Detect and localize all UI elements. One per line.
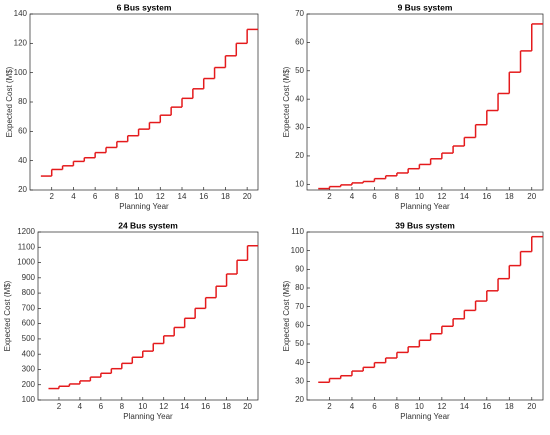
y-axis-label: Expected Cost (M$) [5,66,14,137]
y-tick-label: 10 [295,179,304,188]
y-tick-label: 70 [295,9,304,18]
y-axis-label: Expected Cost (M$) [3,280,12,351]
x-axis-label: Planning Year [400,202,450,211]
y-tick-label: 40 [295,94,304,103]
x-tick-label: 20 [527,402,536,411]
y-tick-label: 20 [295,395,304,404]
x-tick-label: 16 [201,402,210,411]
x-tick-label: 6 [372,192,377,201]
y-tick-label: 800 [22,288,36,297]
x-tick-label: 14 [180,402,189,411]
y-tick-label: 30 [295,123,304,132]
x-tick-label: 18 [221,192,230,201]
x-tick-label: 8 [395,402,400,411]
x-tick-label: 2 [57,402,62,411]
x-tick-label: 14 [460,402,469,411]
y-tick-label: 900 [22,273,36,282]
y-tick-label: 1100 [18,242,36,251]
y-tick-label: 70 [295,302,304,311]
x-axis-label: Planning Year [123,412,173,421]
y-tick-label: 20 [18,185,27,194]
x-tick-label: 10 [134,192,143,201]
x-tick-label: 6 [99,402,104,411]
x-tick-label: 12 [437,192,446,201]
y-axis-label: Expected Cost (M$) [282,66,291,137]
x-tick-label: 20 [527,192,536,201]
x-tick-label: 8 [115,192,120,201]
x-tick-label: 8 [395,192,400,201]
y-tick-label: 110 [291,227,304,236]
y-tick-label: 1200 [17,227,35,236]
y-tick-label: 50 [295,66,304,75]
y-tick-label: 500 [22,334,36,343]
x-tick-label: 2 [327,402,332,411]
y-tick-label: 60 [18,126,27,135]
y-tick-label: 80 [18,97,27,106]
y-tick-label: 50 [295,339,304,348]
x-tick-label: 20 [243,192,252,201]
y-tick-label: 80 [295,283,304,292]
y-tick-label: 300 [22,365,36,374]
x-tick-label: 10 [415,192,424,201]
y-tick-label: 20 [295,151,304,160]
y-tick-label: 600 [22,319,36,328]
x-tick-label: 20 [243,402,252,411]
plot-area [306,13,544,191]
y-tick-label: 1000 [17,258,35,267]
plot-area [306,231,544,401]
y-tick-label: 40 [295,358,304,367]
x-tick-label: 4 [78,402,83,411]
plot-area [29,13,259,191]
x-tick-label: 2 [49,192,54,201]
x-axis-label: Planning Year [400,412,450,421]
x-axis-label: Planning Year [119,202,169,211]
y-tick-label: 100 [291,246,305,255]
x-tick-label: 14 [178,192,187,201]
y-tick-label: 100 [14,68,28,77]
x-tick-label: 18 [505,192,514,201]
x-tick-label: 18 [222,402,231,411]
chart-title: 9 Bus system [398,2,453,12]
x-tick-label: 2 [327,192,332,201]
plot-area [37,231,259,401]
y-tick-label: 700 [22,303,36,312]
x-tick-label: 12 [156,192,165,201]
y-axis-label: Expected Cost (M$) [282,280,291,351]
x-tick-label: 16 [482,402,491,411]
x-tick-label: 6 [372,402,377,411]
y-tick-label: 100 [22,395,36,404]
x-tick-label: 4 [71,192,76,201]
y-tick-label: 60 [295,320,304,329]
y-tick-label: 400 [22,349,36,358]
y-tick-label: 120 [14,38,28,47]
chart-title: 6 Bus system [117,2,172,12]
x-tick-label: 16 [199,192,208,201]
y-tick-label: 30 [295,376,304,385]
chart-title: 39 Bus system [395,220,455,230]
x-tick-label: 8 [120,402,125,411]
y-tick-label: 90 [295,264,304,273]
x-tick-label: 10 [415,402,424,411]
x-tick-label: 12 [159,402,168,411]
y-tick-label: 40 [18,156,27,165]
y-tick-label: 140 [14,9,28,18]
x-tick-label: 18 [505,402,514,411]
x-tick-label: 10 [138,402,147,411]
chart-title: 24 Bus system [118,220,178,230]
x-tick-label: 14 [460,192,469,201]
x-tick-label: 4 [350,192,355,201]
x-tick-label: 12 [437,402,446,411]
y-tick-label: 60 [295,37,304,46]
y-tick-label: 200 [22,380,36,389]
x-tick-label: 16 [482,192,491,201]
x-tick-label: 4 [350,402,355,411]
x-tick-label: 6 [93,192,98,201]
